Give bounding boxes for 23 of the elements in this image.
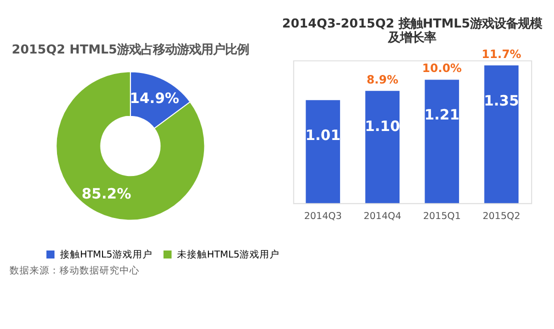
legend-label: 未接触HTML5游戏用户 xyxy=(177,248,280,260)
bar xyxy=(424,80,460,204)
x-tick-label: 2014Q3 xyxy=(304,210,342,222)
legend-label: 接触HTML5游戏用户 xyxy=(60,248,152,260)
donut-slice xyxy=(56,71,206,221)
x-tick-label: 2015Q2 xyxy=(482,210,520,222)
bar xyxy=(306,100,340,204)
x-tick-label: 2014Q4 xyxy=(364,210,402,222)
annotation: 8.9% xyxy=(366,72,399,86)
data-label: 1.01 xyxy=(305,128,341,144)
x-tick-label: 2015Q1 xyxy=(423,210,461,222)
data-label: 1.21 xyxy=(424,108,460,124)
source-note: 数据来源：移动数据研究中心 xyxy=(10,264,140,277)
annotation: 10.0% xyxy=(422,61,462,76)
bar xyxy=(484,65,519,204)
annotation: 11.7% xyxy=(482,46,522,61)
chart-title: 2015Q2 HTML5游戏占移动游戏用户比例 xyxy=(12,42,250,57)
data-label: 85.2% xyxy=(82,186,132,202)
bar xyxy=(365,90,400,204)
data-label: 1.10 xyxy=(364,118,400,135)
chart-title: 2014Q3-2015Q2 接触HTML5游戏设备规模及增长率 xyxy=(282,16,544,45)
data-label: 14.9% xyxy=(130,91,180,108)
data-label: 1.35 xyxy=(484,93,520,110)
